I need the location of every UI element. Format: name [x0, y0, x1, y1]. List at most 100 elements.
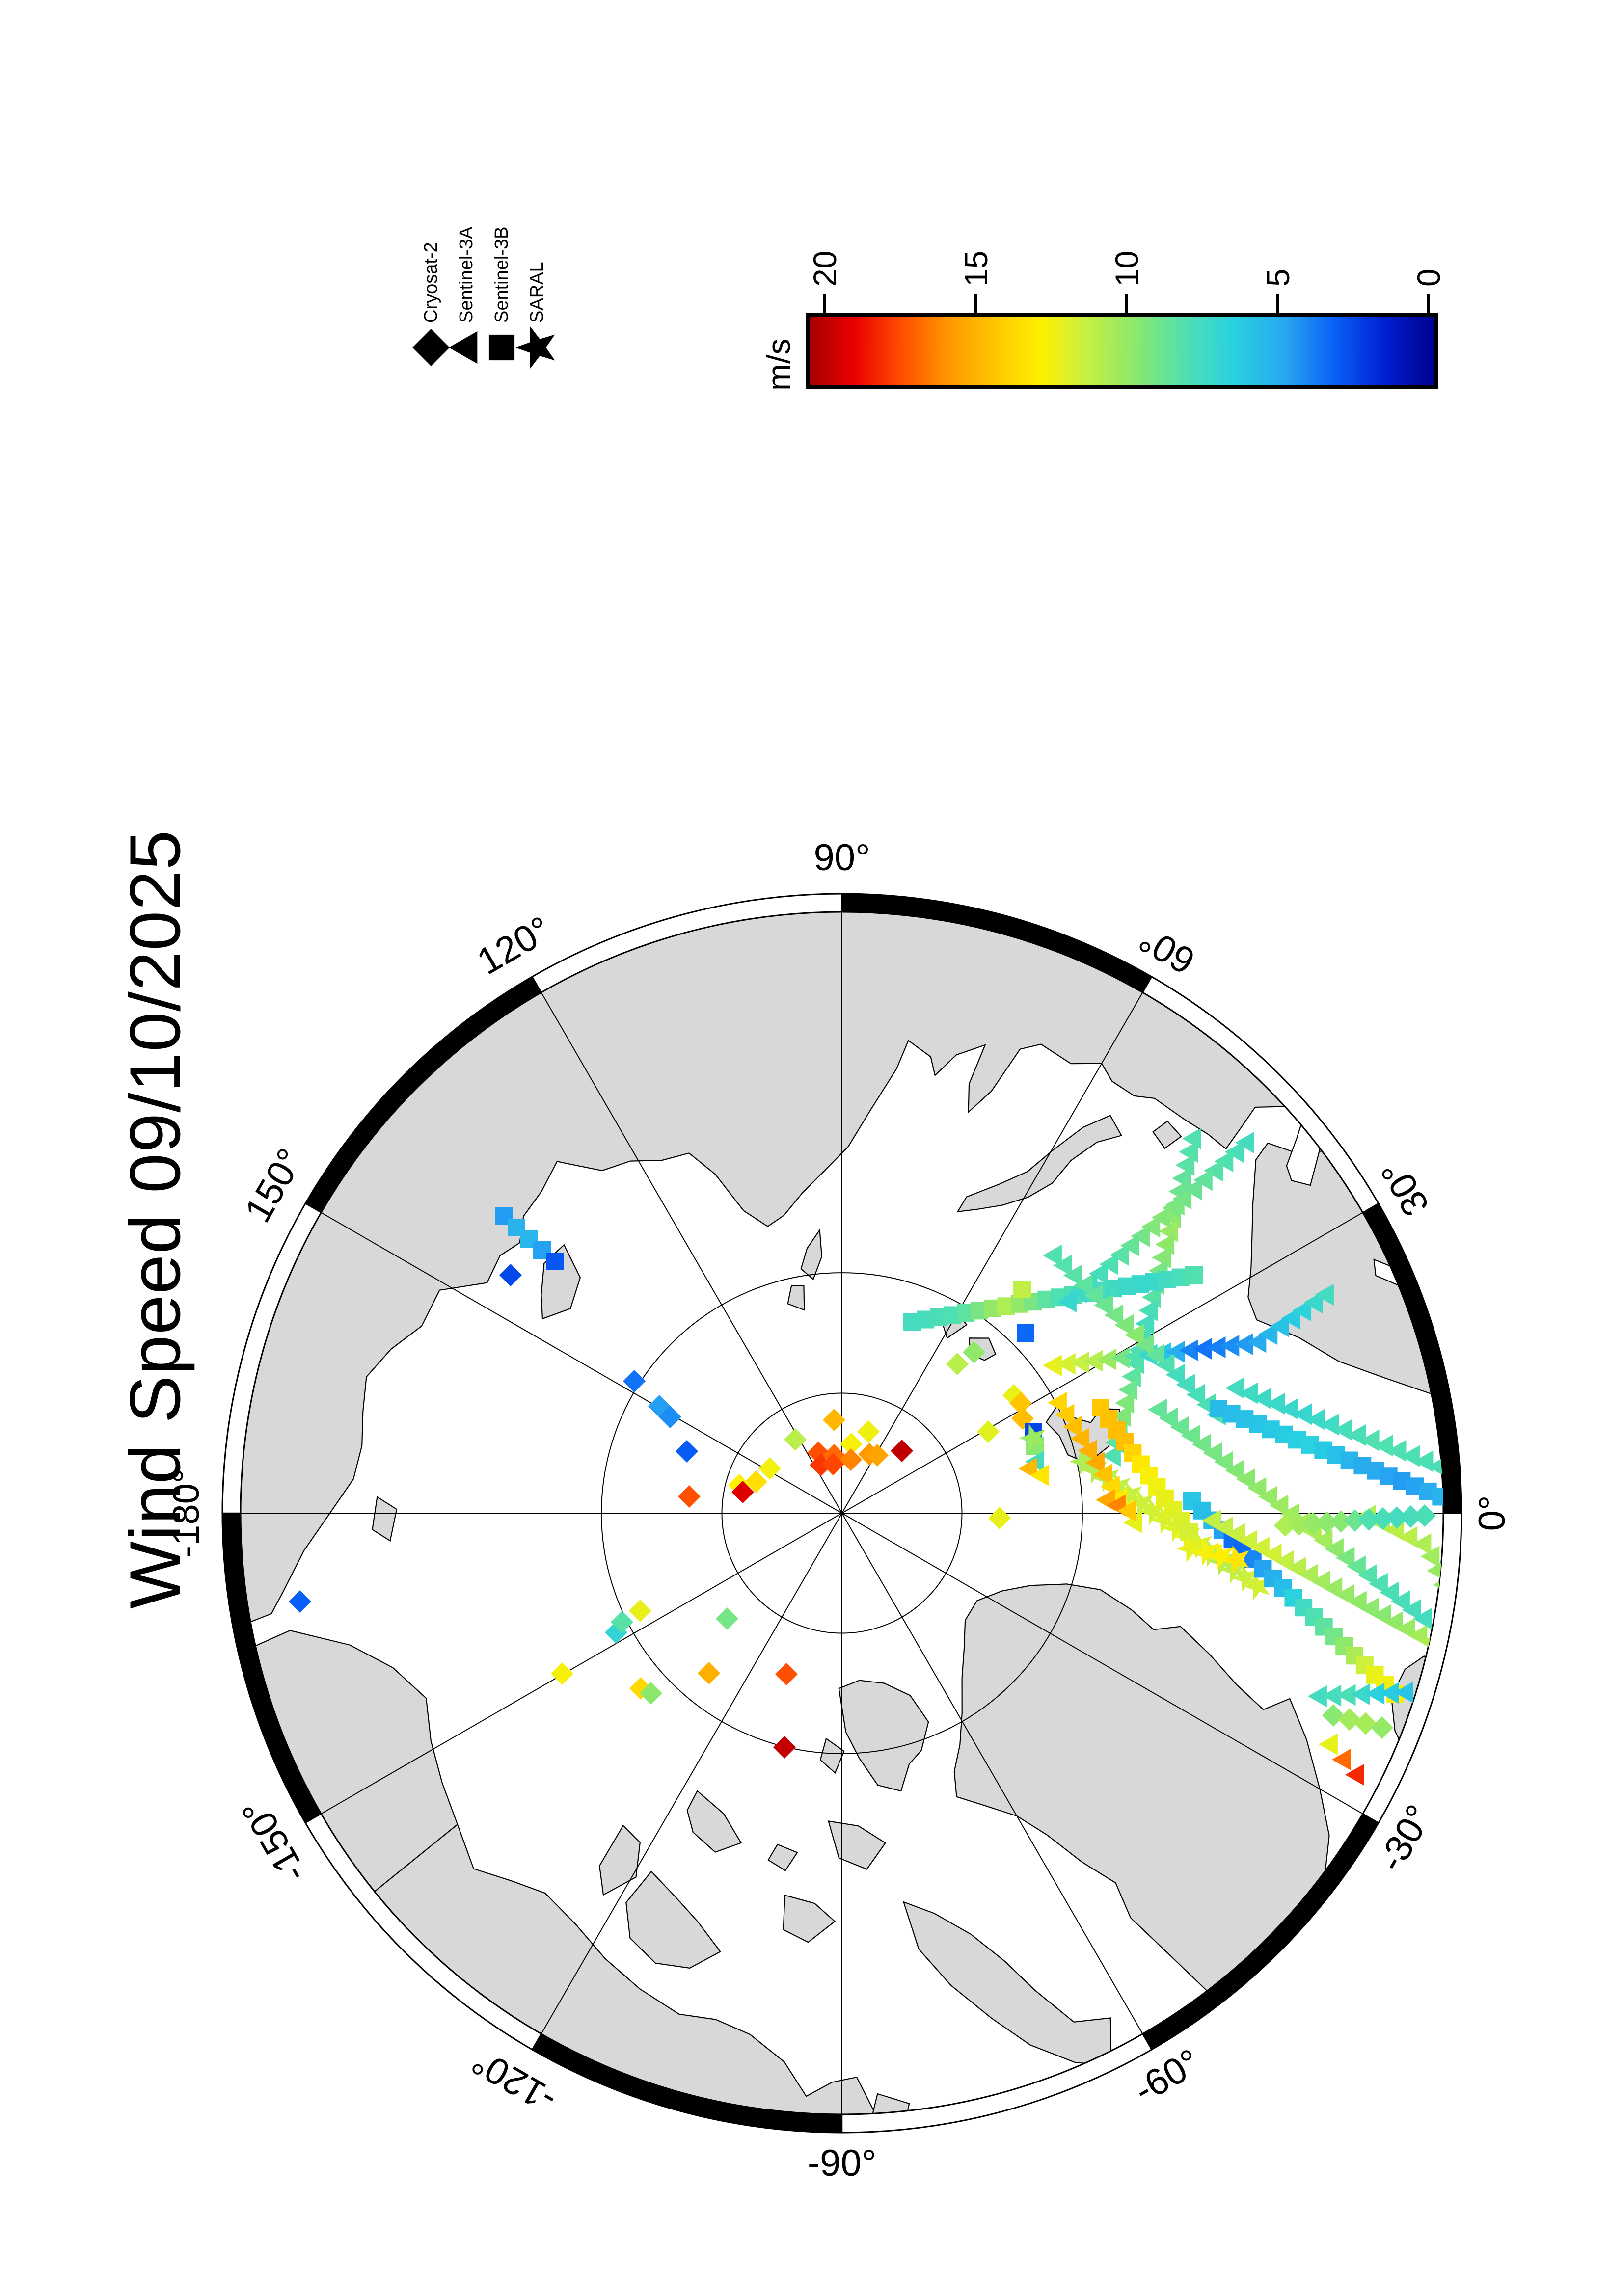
track-marker-saral	[1191, 1538, 1218, 1566]
track-marker-cryosat-2	[1371, 1507, 1394, 1530]
track-marker-sentinel-3a	[1083, 1350, 1103, 1372]
track-marker-sentinel-3a	[1258, 1486, 1277, 1508]
track-marker-cryosat-2	[1344, 1509, 1366, 1532]
track-marker-sentinel-3a	[1083, 1284, 1103, 1307]
track-marker-sentinel-3a	[1088, 1262, 1108, 1284]
track-marker-sentinel-3a	[1099, 1253, 1119, 1275]
track-marker-sentinel-3a	[1336, 1684, 1356, 1706]
parallel-circle-80	[601, 1272, 1083, 1754]
cryosat2-point	[891, 1440, 913, 1462]
coastline-victoria	[625, 1870, 721, 1969]
track-marker-sentinel-3a	[1093, 1464, 1112, 1486]
track-marker-cryosat-2	[1385, 1506, 1408, 1529]
track-marker-sentinel-3b	[1158, 1271, 1176, 1289]
track-marker-saral	[1138, 1497, 1165, 1526]
track-marker-sentinel-3a	[1202, 1509, 1221, 1532]
cryosat2-point	[758, 1457, 781, 1480]
track-marker-sentinel-3b	[957, 1304, 975, 1322]
track-marker-sentinel-3a	[1359, 1598, 1379, 1620]
track-marker-sentinel-3a	[1303, 1291, 1323, 1314]
land-layer	[241, 912, 1443, 2114]
cryosat2-point	[1009, 1392, 1032, 1415]
track-marker-sentinel-3a	[1235, 1131, 1254, 1154]
track-marker-sentinel-3a	[1365, 1682, 1385, 1705]
track-marker-sentinel-3a	[1204, 1160, 1223, 1182]
track-marker-saral	[1231, 1564, 1258, 1592]
track-marker-cryosat-2	[1399, 1505, 1422, 1528]
meridian-line	[321, 1212, 842, 1514]
track-marker-sentinel-3a	[1214, 1451, 1233, 1473]
track-marker-sentinel-3b	[1180, 1523, 1198, 1541]
track-marker-sentinel-3a	[1056, 1353, 1076, 1375]
track-marker-sentinel-3b	[1432, 1488, 1443, 1506]
coastline-baffin	[902, 1901, 1112, 2066]
track-marker-sentinel-3a	[1155, 1354, 1175, 1376]
track-marker-sentinel-3b	[1010, 1295, 1028, 1313]
track-marker-cryosat-2	[1413, 1504, 1436, 1527]
track-marker-sentinel-3a	[1325, 1538, 1344, 1560]
track-marker-sentinel-3a	[1206, 1336, 1226, 1359]
track-marker-saral	[1069, 1447, 1096, 1476]
track-marker-sentinel-3a	[1120, 1234, 1139, 1256]
cryosat2-point	[716, 1607, 738, 1630]
cryosat2-point	[623, 1370, 646, 1392]
track-marker-sentinel-3a	[1298, 1564, 1318, 1586]
track-marker-saral	[1207, 1542, 1234, 1570]
track-marker-cryosat-2	[1371, 1716, 1393, 1739]
track-marker-saral	[1127, 1489, 1154, 1518]
track-marker-sentinel-3b	[1037, 1290, 1055, 1308]
track-marker-sentinel-3a	[1159, 1407, 1178, 1429]
track-marker-sentinel-3a	[1315, 1283, 1334, 1306]
track-marker-sentinel-3a	[1125, 1324, 1144, 1346]
cryosat2-point	[963, 1341, 985, 1363]
coastline-severnaya-1	[800, 1228, 823, 1281]
track-marker-sentinel-3a	[1270, 1315, 1289, 1337]
coastline-southampton	[868, 2093, 910, 2114]
cryosat2-point	[611, 1611, 633, 1633]
cryosat2-point	[840, 1433, 863, 1455]
coastline-axel-heiberg	[819, 1737, 845, 1774]
cryosat2-point	[698, 1662, 720, 1684]
cryosat2-point	[499, 1264, 522, 1286]
parallel-circle-85	[721, 1392, 963, 1634]
track-marker-sentinel-3a	[1214, 1150, 1234, 1173]
data-marker-sentinel-3a	[1030, 1464, 1049, 1487]
graticule-layer	[241, 912, 1443, 2114]
track-marker-sentinel-3b	[903, 1313, 921, 1331]
square-icon	[488, 334, 515, 361]
track-marker-sentinel-3a	[1394, 1681, 1413, 1704]
meridian-line	[321, 1513, 842, 1815]
track-marker-cryosat-2	[1357, 1508, 1380, 1531]
track-marker-sentinel-3a	[1369, 1573, 1388, 1595]
track-marker-sentinel-3a	[1048, 1391, 1067, 1414]
coastline-banks	[598, 1824, 641, 1896]
track-marker-sentinel-3a	[1151, 1206, 1171, 1228]
track-marker-sentinel-3a	[1162, 1197, 1181, 1219]
cryosat2-point	[823, 1409, 845, 1431]
track-marker-cryosat-2	[1316, 1511, 1339, 1534]
track-marker-sentinel-3a	[1165, 1363, 1185, 1386]
track-marker-sentinel-3a	[1247, 1331, 1267, 1353]
track-marker-sentinel-3a	[1347, 1591, 1367, 1613]
track-marker-sentinel-3a	[1238, 1530, 1258, 1552]
track-marker-sentinel-3a	[1220, 1335, 1240, 1357]
track-marker-sentinel-3a	[1104, 1304, 1124, 1326]
track-marker-sentinel-3a	[1234, 1333, 1253, 1355]
track-marker-saral	[1176, 1534, 1203, 1563]
track-marker-sentinel-3a	[1351, 1683, 1370, 1706]
track-marker-sentinel-3a	[1063, 1264, 1082, 1286]
track-marker-sentinel-3a	[1043, 1244, 1062, 1267]
coastline-bathurst	[767, 1843, 798, 1871]
coastline-melville	[686, 1790, 742, 1853]
cryosat2-point	[745, 1470, 767, 1493]
track-marker-cryosat-2	[1301, 1512, 1325, 1535]
cryosat2-point	[773, 1736, 796, 1759]
cryosat2-point	[676, 1440, 698, 1463]
track-marker-sentinel-3a	[1250, 1537, 1270, 1559]
track-marker-sentinel-3a	[1258, 1323, 1278, 1345]
cryosat2-point	[784, 1428, 807, 1451]
cryosat2-point	[551, 1662, 573, 1685]
star-icon	[516, 326, 555, 369]
cryosat2-point	[659, 1406, 681, 1428]
legend-item-saral: SARAL	[516, 262, 555, 372]
